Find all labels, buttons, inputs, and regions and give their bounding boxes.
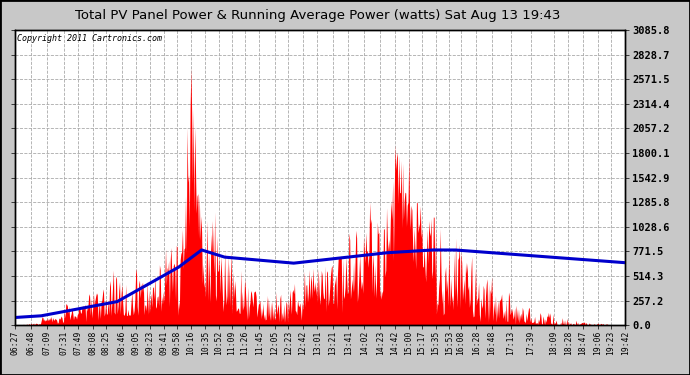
Text: Copyright 2011 Cartronics.com: Copyright 2011 Cartronics.com — [17, 34, 162, 44]
Text: Total PV Panel Power & Running Average Power (watts) Sat Aug 13 19:43: Total PV Panel Power & Running Average P… — [75, 9, 560, 22]
